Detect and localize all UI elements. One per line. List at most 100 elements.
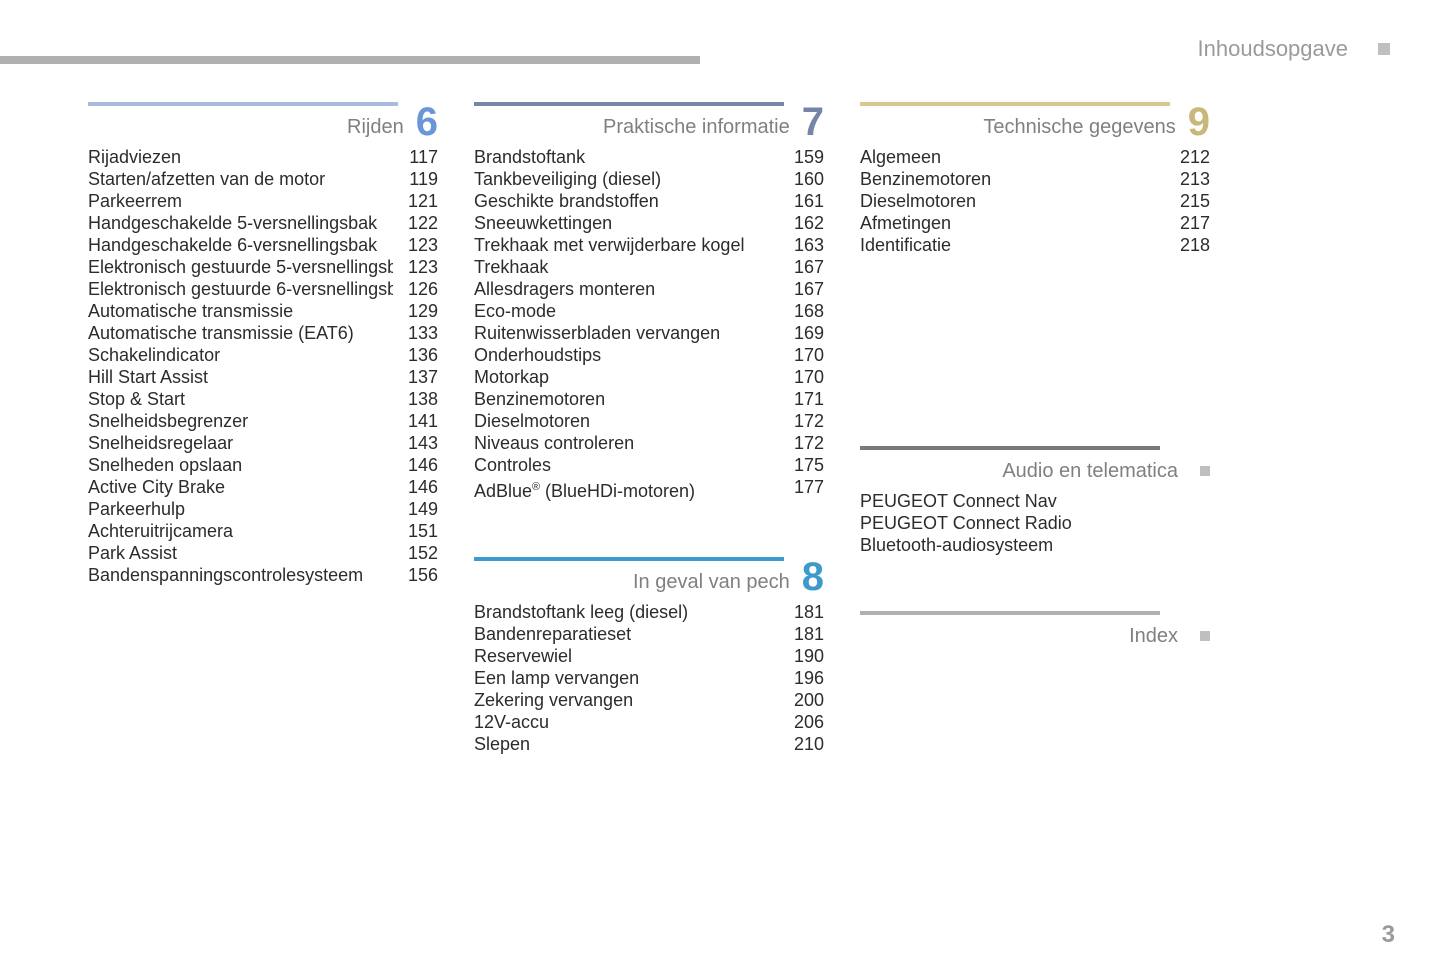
entry-label: Bandenspanningscontrolesysteem [88, 564, 393, 586]
toc-entry[interactable]: Controles175 [474, 454, 824, 476]
toc-entry[interactable]: Niveaus controleren172 [474, 432, 824, 454]
entry-page: 170 [779, 366, 824, 388]
page-header: Inhoudsopgave [1198, 36, 1390, 62]
section-number: 6 [416, 102, 438, 142]
entry-label: Motorkap [474, 366, 779, 388]
toc-entry[interactable]: Algemeen212 [860, 146, 1210, 168]
toc-entry[interactable]: Parkeerhulp149 [88, 498, 438, 520]
toc-entry[interactable]: Handgeschakelde 5-versnellingsbak122 [88, 212, 438, 234]
toc-entry[interactable]: PEUGEOT Connect Nav [860, 490, 1210, 512]
columns-container: Rijden6Rijadviezen117Starten/afzetten va… [88, 102, 1210, 810]
toc-entry[interactable]: Afmetingen217 [860, 212, 1210, 234]
entry-label: Parkeerrem [88, 190, 393, 212]
toc-entry[interactable]: Bandenreparatieset181 [474, 623, 824, 645]
toc-entry[interactable]: Automatische transmissie129 [88, 300, 438, 322]
entry-label: Handgeschakelde 5-versnellingsbak [88, 212, 393, 234]
toc-entry[interactable]: Sneeuwkettingen162 [474, 212, 824, 234]
toc-entry[interactable]: Zekering vervangen200 [474, 689, 824, 711]
toc-entry[interactable]: Brandstoftank159 [474, 146, 824, 168]
entry-page: 170 [779, 344, 824, 366]
entry-page: 181 [779, 601, 824, 623]
section-head: In geval van pech8 [474, 557, 824, 597]
entry-page: 137 [393, 366, 438, 388]
toc-entry[interactable]: Bandenspanningscontrolesysteem156 [88, 564, 438, 586]
entry-label: Bandenreparatieset [474, 623, 779, 645]
toc-entry[interactable]: Snelheidsregelaar143 [88, 432, 438, 454]
entry-page: 190 [779, 645, 824, 667]
entry-page: 168 [779, 300, 824, 322]
section-rule [860, 102, 1170, 106]
toc-entry[interactable]: Eco-mode168 [474, 300, 824, 322]
toc-entry[interactable]: Benzinemotoren213 [860, 168, 1210, 190]
entry-label: Stop & Start [88, 388, 393, 410]
toc-entry[interactable]: Brandstoftank leeg (diesel)181 [474, 601, 824, 623]
page-number: 3 [1382, 921, 1395, 949]
section-rule [474, 557, 784, 561]
entry-label: Elektronisch gestuurde 6-versnellingsbak [88, 278, 393, 300]
toc-entry[interactable]: Elektronisch gestuurde 5-versnellingsbak… [88, 256, 438, 278]
entry-page: 212 [1165, 146, 1210, 168]
toc-entry[interactable]: Rijadviezen117 [88, 146, 438, 168]
entry-label: Snelheidsregelaar [88, 432, 393, 454]
toc-entry[interactable]: Reservewiel190 [474, 645, 824, 667]
toc-entry[interactable]: Elektronisch gestuurde 6-versnellingsbak… [88, 278, 438, 300]
section-number: 8 [802, 557, 824, 597]
toc-entry[interactable]: PEUGEOT Connect Radio [860, 512, 1210, 534]
entry-label: Snelheidsbegrenzer [88, 410, 393, 432]
toc-entry[interactable]: Starten/afzetten van de motor119 [88, 168, 438, 190]
entry-page: 123 [393, 256, 438, 278]
toc-entry[interactable]: Stop & Start138 [88, 388, 438, 410]
toc-entry[interactable]: Geschikte brandstoffen161 [474, 190, 824, 212]
toc-entry[interactable]: Tankbeveiliging (diesel)160 [474, 168, 824, 190]
toc-entry[interactable]: Allesdragers monteren167 [474, 278, 824, 300]
toc-entry[interactable]: Active City Brake146 [88, 476, 438, 498]
toc-entry[interactable]: Dieselmotoren172 [474, 410, 824, 432]
toc-entry[interactable]: Handgeschakelde 6-versnellingsbak123 [88, 234, 438, 256]
toc-entry[interactable]: Dieselmotoren215 [860, 190, 1210, 212]
toc-entry[interactable]: Slepen210 [474, 733, 824, 755]
section-square-icon [1200, 631, 1210, 641]
entry-page: 138 [393, 388, 438, 410]
toc-entry[interactable]: Motorkap170 [474, 366, 824, 388]
entry-label: PEUGEOT Connect Radio [860, 512, 1165, 534]
toc-entry[interactable]: Parkeerrem121 [88, 190, 438, 212]
entry-page: 146 [393, 454, 438, 476]
toc-section: Audio en telematicaPEUGEOT Connect NavPE… [860, 446, 1210, 556]
toc-entry[interactable]: Snelheidsbegrenzer141 [88, 410, 438, 432]
entry-page: 181 [779, 623, 824, 645]
toc-entry[interactable]: Onderhoudstips170 [474, 344, 824, 366]
toc-entry[interactable]: Ruitenwisserbladen vervangen169 [474, 322, 824, 344]
toc-entry[interactable]: Park Assist152 [88, 542, 438, 564]
toc-entry[interactable]: Benzinemotoren171 [474, 388, 824, 410]
toc-entry[interactable]: Trekhaak167 [474, 256, 824, 278]
entries-list: Brandstoftank159Tankbeveiliging (diesel)… [474, 146, 824, 502]
toc-entry[interactable]: Snelheden opslaan146 [88, 454, 438, 476]
column-2: Praktische informatie7Brandstoftank159Ta… [474, 102, 824, 810]
header-square-icon [1378, 43, 1390, 55]
section-number: 9 [1188, 102, 1210, 142]
entry-label: 12V-accu [474, 711, 779, 733]
toc-entry[interactable]: Identificatie218 [860, 234, 1210, 256]
spacer [860, 311, 1210, 446]
toc-entry[interactable]: Trekhaak met verwijderbare kogel163 [474, 234, 824, 256]
entry-label: Onderhoudstips [474, 344, 779, 366]
toc-entry[interactable]: Hill Start Assist137 [88, 366, 438, 388]
entry-page: 167 [779, 256, 824, 278]
section-rule [474, 102, 784, 106]
toc-entry[interactable]: AdBlue® (BlueHDi-motoren)177 [474, 476, 824, 502]
toc-entry[interactable]: Een lamp vervangen196 [474, 667, 824, 689]
section-head: Praktische informatie7 [474, 102, 824, 142]
toc-entry[interactable]: Schakelindicator136 [88, 344, 438, 366]
entry-label: Parkeerhulp [88, 498, 393, 520]
entry-label: Afmetingen [860, 212, 1165, 234]
entry-page: 206 [779, 711, 824, 733]
entry-page: 126 [393, 278, 438, 300]
toc-entry[interactable]: Bluetooth-audiosysteem [860, 534, 1210, 556]
toc-entry[interactable]: Achteruitrijcamera151 [88, 520, 438, 542]
entry-page: 177 [779, 476, 824, 502]
section-rule [88, 102, 398, 106]
page-header-title: Inhoudsopgave [1198, 36, 1348, 62]
entry-page: 213 [1165, 168, 1210, 190]
toc-entry[interactable]: 12V-accu206 [474, 711, 824, 733]
toc-entry[interactable]: Automatische transmissie (EAT6)133 [88, 322, 438, 344]
